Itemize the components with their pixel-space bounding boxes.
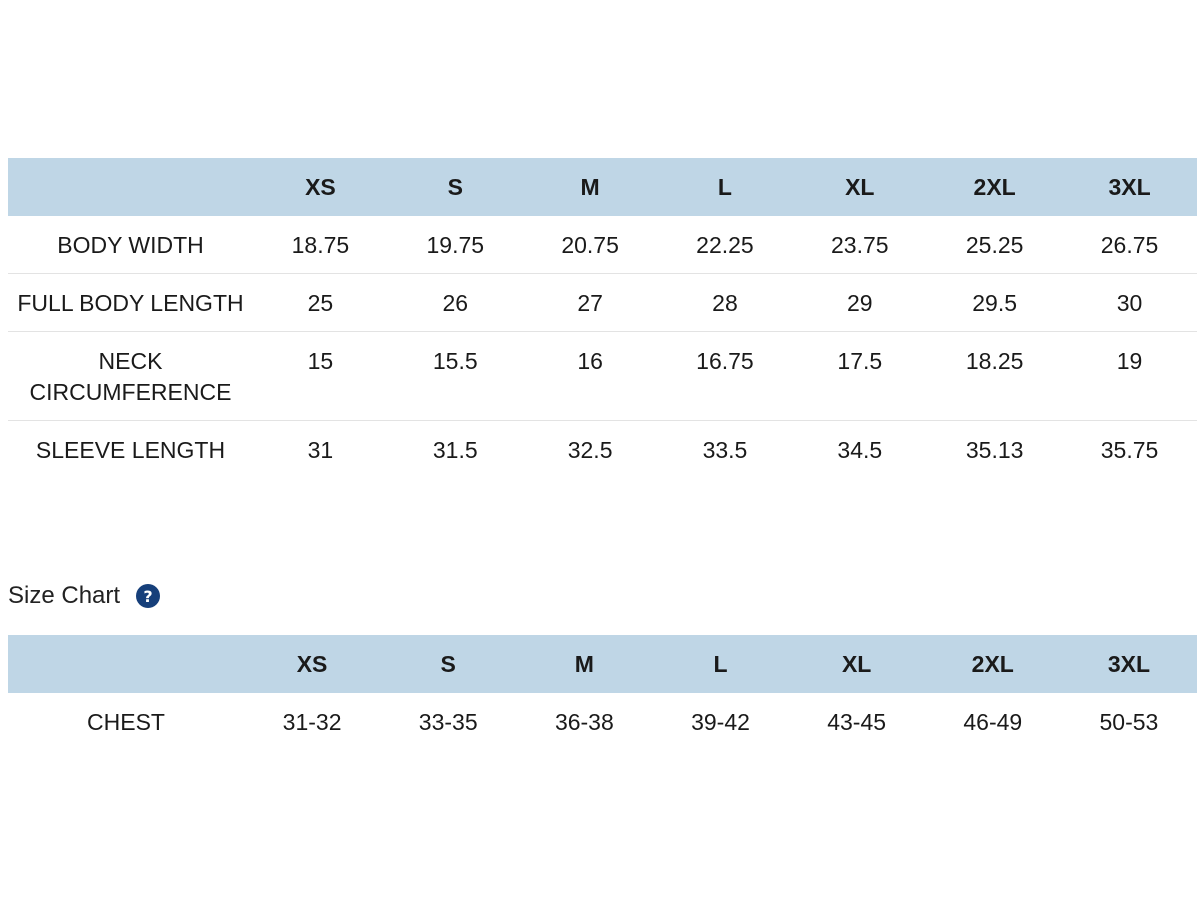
header-cell-2xl: 2XL: [973, 173, 1016, 200]
table-cell: 35.75: [1062, 420, 1197, 478]
table-cell: 22.25: [696, 232, 754, 258]
row-label: FULL BODY LENGTH: [8, 273, 253, 332]
size-chart-header-row: XS S M L XL 2XL 3XL: [8, 635, 1197, 693]
header-cell-xl: XL: [845, 173, 875, 200]
size-chart-heading: Size Chart ?: [8, 582, 161, 610]
table-cell: 33.5: [657, 420, 793, 478]
table-cell: 27: [522, 273, 658, 332]
header-cell-2xl: 2XL: [971, 650, 1014, 677]
row-label: NECK CIRCUMFERENCE: [8, 331, 253, 421]
size-chart-table: XS S M L XL 2XL 3XL CHEST 31-32 33-35 36…: [8, 635, 1197, 750]
table-cell: 31-32: [282, 709, 342, 735]
header-cell-empty: [8, 635, 244, 693]
table-cell: 30: [1062, 273, 1197, 332]
table-row-neck-circumference: NECK CIRCUMFERENCE 15 15.5 16 16.75 17.5…: [8, 331, 1197, 421]
row-label: BODY WIDTH: [57, 232, 204, 258]
table-cell: 31: [253, 420, 388, 478]
measurements-table: XS S M L XL 2XL 3XL BODY WIDTH 18.75 19.…: [8, 158, 1197, 478]
table-cell: 20.75: [561, 232, 619, 258]
table-cell: 26.75: [1100, 232, 1159, 258]
table-cell: 19: [1062, 331, 1197, 421]
table-row-chest: CHEST 31-32 33-35 36-38 39-42 43-45 46-4…: [8, 693, 1197, 750]
table-cell: 29.5: [927, 273, 1063, 332]
header-cell-empty: [8, 158, 253, 216]
table-row-full-body-length: FULL BODY LENGTH 25 26 27 28 29 29.5 30: [8, 273, 1197, 332]
table-cell: 43-45: [827, 709, 887, 735]
table-cell: 17.5: [792, 331, 928, 421]
header-cell-m: M: [574, 650, 594, 677]
table-cell: 34.5: [792, 420, 928, 478]
table-cell: 18.75: [291, 232, 350, 258]
header-cell-m: M: [580, 173, 600, 200]
header-cell-xl: XL: [841, 650, 872, 677]
table-cell: 39-42: [691, 709, 750, 735]
header-cell-s: S: [440, 650, 456, 677]
table-cell: 33-35: [418, 709, 478, 735]
help-icon[interactable]: ?: [136, 584, 161, 608]
table-cell: 46-49: [963, 709, 1023, 735]
table-cell: 25: [253, 273, 388, 332]
table-cell: 50-53: [1099, 709, 1159, 735]
table-row-sleeve-length: SLEEVE LENGTH 31 31.5 32.5 33.5 34.5 35.…: [8, 420, 1197, 478]
table-cell: 15: [253, 331, 388, 421]
header-cell-3xl: 3XL: [1108, 173, 1151, 200]
table-cell: 26: [387, 273, 523, 332]
header-cell-3xl: 3XL: [1107, 650, 1151, 677]
table-cell: 35.13: [927, 420, 1063, 478]
table-cell: 23.75: [831, 232, 889, 258]
table-cell: 19.75: [426, 232, 485, 258]
table-cell: 16.75: [657, 331, 793, 421]
row-label: CHEST: [87, 709, 165, 735]
header-cell-xs: XS: [296, 650, 328, 677]
table-cell: 28: [657, 273, 793, 332]
header-cell-s: S: [447, 173, 463, 200]
table-cell: 15.5: [387, 331, 523, 421]
size-chart-title: Size Chart: [8, 582, 121, 609]
row-label: SLEEVE LENGTH: [8, 420, 253, 478]
table-cell: 25.25: [965, 232, 1024, 258]
table-cell: 18.25: [927, 331, 1063, 421]
table-row-body-width: BODY WIDTH 18.75 19.75 20.75 22.25 23.75…: [8, 216, 1197, 274]
table-cell: 16: [522, 331, 658, 421]
measurements-header-row: XS S M L XL 2XL 3XL: [8, 158, 1197, 216]
table-cell: 29: [792, 273, 928, 332]
table-cell: 32.5: [522, 420, 658, 478]
table-cell: 31.5: [387, 420, 523, 478]
header-cell-l: L: [717, 173, 732, 200]
table-cell: 36-38: [554, 709, 614, 735]
header-cell-xs: XS: [305, 173, 336, 200]
header-cell-l: L: [713, 650, 728, 677]
